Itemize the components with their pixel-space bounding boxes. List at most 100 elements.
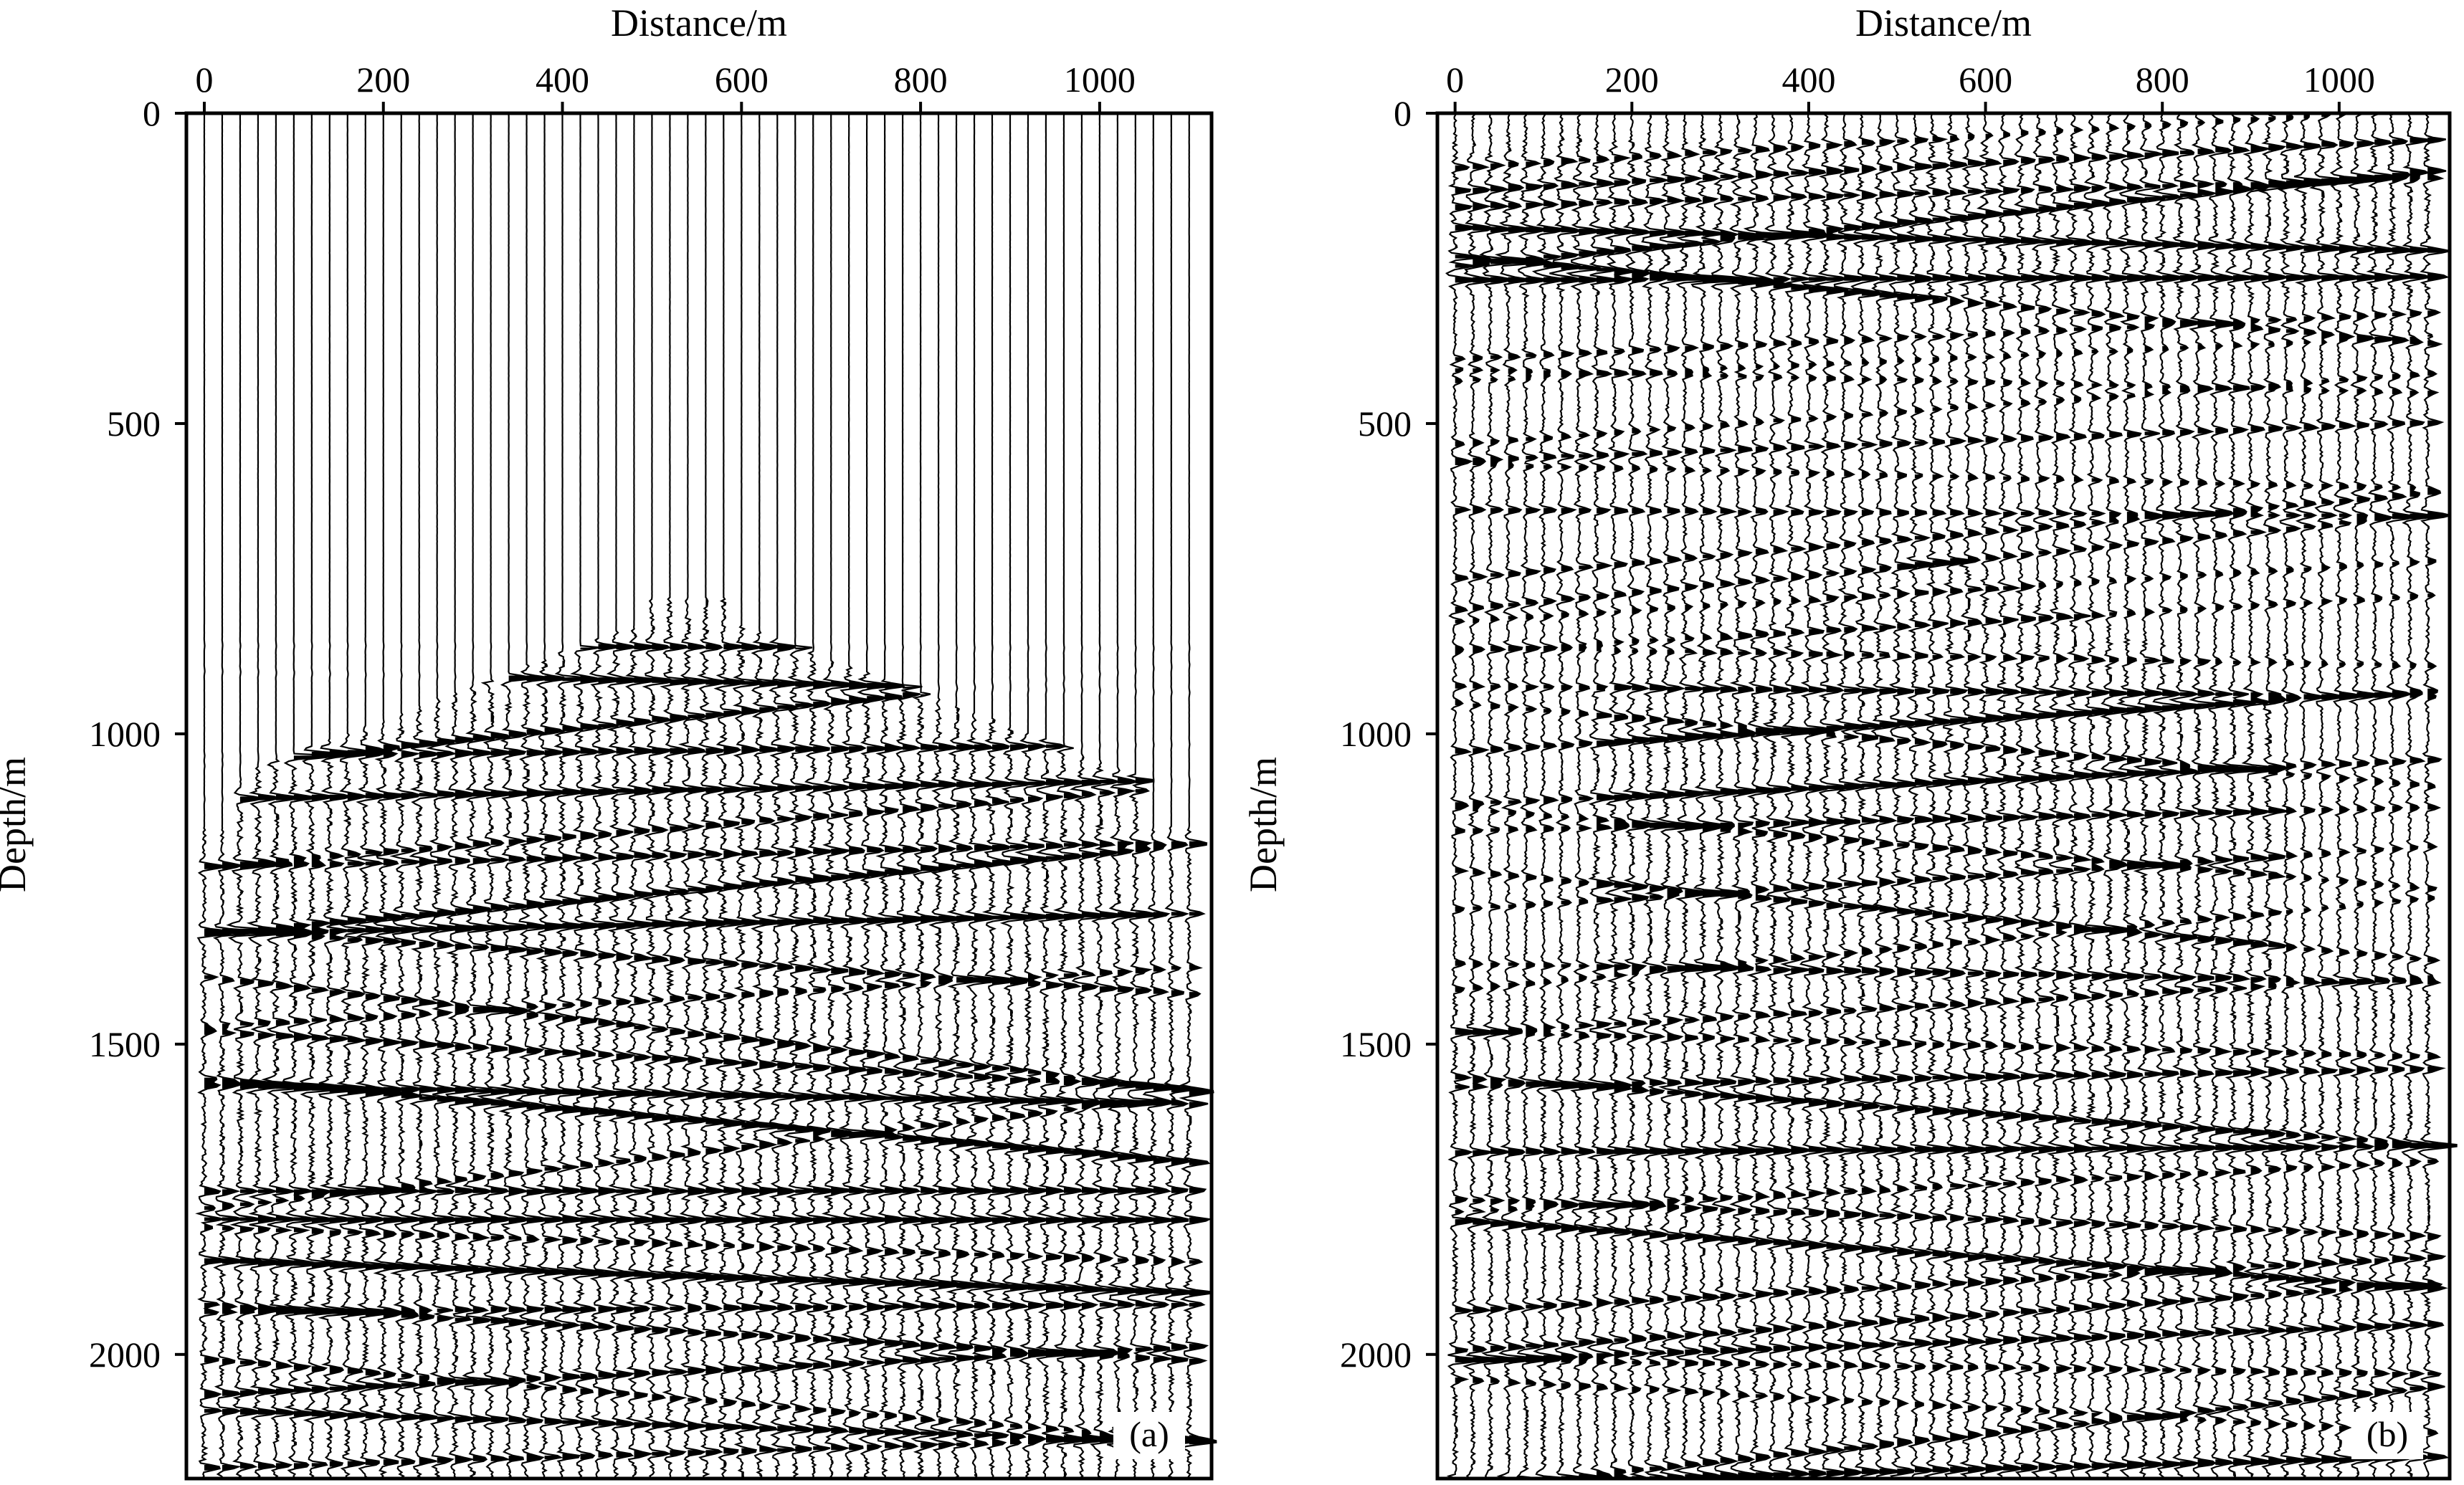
trace	[495, 113, 536, 1479]
trace	[2082, 113, 2120, 1479]
trace	[2100, 113, 2136, 1479]
y-tick-label: 1500	[1340, 1024, 1412, 1064]
y-tick-label: 2000	[1340, 1334, 1412, 1375]
trace	[1656, 113, 1702, 1479]
y-tick-label: 0	[1394, 93, 1412, 133]
trace	[552, 113, 591, 1479]
trace	[1123, 113, 1179, 1479]
y-tick-label: 1500	[89, 1024, 161, 1064]
trace	[1728, 113, 1774, 1479]
trace	[195, 113, 237, 1479]
trace	[1711, 113, 1761, 1479]
y-axis-title: Depth/m	[1242, 757, 1285, 892]
trace	[317, 113, 371, 1479]
trace	[426, 113, 465, 1479]
trace	[2064, 113, 2098, 1479]
y-tick-label: 500	[107, 404, 161, 444]
trace	[280, 113, 343, 1479]
trace	[1479, 113, 1531, 1479]
trace	[476, 113, 521, 1479]
trace	[1833, 113, 1870, 1479]
trace	[838, 113, 885, 1479]
trace	[2417, 113, 2458, 1479]
trace	[748, 113, 786, 1479]
trace	[2168, 113, 2216, 1479]
trace	[2347, 113, 2389, 1479]
trace	[1887, 113, 1923, 1479]
trace	[1761, 113, 1816, 1479]
trace	[606, 113, 644, 1479]
trace	[2401, 113, 2440, 1479]
trace	[1923, 113, 1957, 1479]
trace	[874, 113, 913, 1479]
trace	[946, 113, 984, 1479]
trace	[2116, 113, 2154, 1479]
trace	[1014, 113, 1058, 1479]
trace	[2029, 113, 2065, 1479]
trace	[2188, 113, 2226, 1479]
x-tick-label: 400	[536, 59, 589, 100]
trace	[1977, 113, 2009, 1479]
trace	[2382, 112, 2430, 1479]
trace	[677, 113, 715, 1479]
trace	[695, 113, 733, 1479]
trace	[1941, 113, 1974, 1479]
x-tick-label: 600	[1959, 59, 2012, 100]
trace	[642, 113, 679, 1479]
trace	[1603, 113, 1639, 1479]
trace	[1957, 113, 1992, 1479]
y-tick-label: 1000	[1340, 714, 1412, 754]
trace	[212, 113, 262, 1479]
trace	[804, 113, 840, 1479]
trace	[1586, 113, 1624, 1479]
panel-b: 0 200 400 600 800 1000 0 500 1000 1500 2000 Distanc…	[1242, 1, 2458, 1481]
trace	[1780, 113, 1830, 1479]
trace	[1850, 113, 1886, 1479]
trace	[1690, 113, 1746, 1479]
x-tick-label: 1000	[2303, 59, 2375, 100]
trace	[1549, 113, 1592, 1479]
y-tick-label: 2000	[89, 1334, 161, 1375]
x-tick-label: 0	[1446, 59, 1464, 100]
trace	[2133, 113, 2174, 1479]
trace	[1906, 113, 1939, 1479]
trace	[462, 113, 505, 1479]
trace	[623, 113, 661, 1479]
trace	[1743, 113, 1795, 1479]
plot-frame	[184, 111, 1214, 1481]
trace	[1462, 113, 1503, 1479]
trace	[660, 113, 696, 1479]
trace	[892, 113, 927, 1479]
trace	[783, 113, 821, 1479]
trace	[2012, 113, 2047, 1479]
trace	[2275, 112, 2316, 1479]
y-tick-label: 500	[1358, 404, 1412, 444]
panel-label: (a)	[1129, 1414, 1169, 1454]
trace	[1531, 113, 1574, 1479]
trace	[1161, 113, 1207, 1479]
trace	[2329, 113, 2375, 1479]
trace	[2364, 112, 2408, 1479]
trace	[910, 113, 948, 1479]
trace	[1814, 113, 1851, 1479]
trace	[999, 113, 1038, 1479]
panel-label-background	[2351, 1412, 2423, 1459]
trace	[2205, 113, 2253, 1479]
y-tick-label: 0	[143, 93, 161, 133]
plot-frame	[1435, 111, 2452, 1481]
x-axis-title: Distance/m	[1855, 1, 2032, 44]
x-axis-title: Distance/m	[611, 1, 787, 44]
trace	[1673, 113, 1728, 1479]
trace	[299, 113, 356, 1479]
trace	[1799, 113, 1835, 1479]
trace	[1090, 113, 1138, 1479]
x-tick-label: 800	[2136, 59, 2189, 100]
x-tick-label: 1000	[1064, 59, 1136, 100]
trace	[1142, 113, 1192, 1479]
trace	[713, 113, 750, 1479]
trace	[2151, 113, 2196, 1479]
x-tick-label: 200	[356, 59, 410, 100]
trace	[589, 113, 625, 1479]
trace	[1179, 113, 1217, 1479]
